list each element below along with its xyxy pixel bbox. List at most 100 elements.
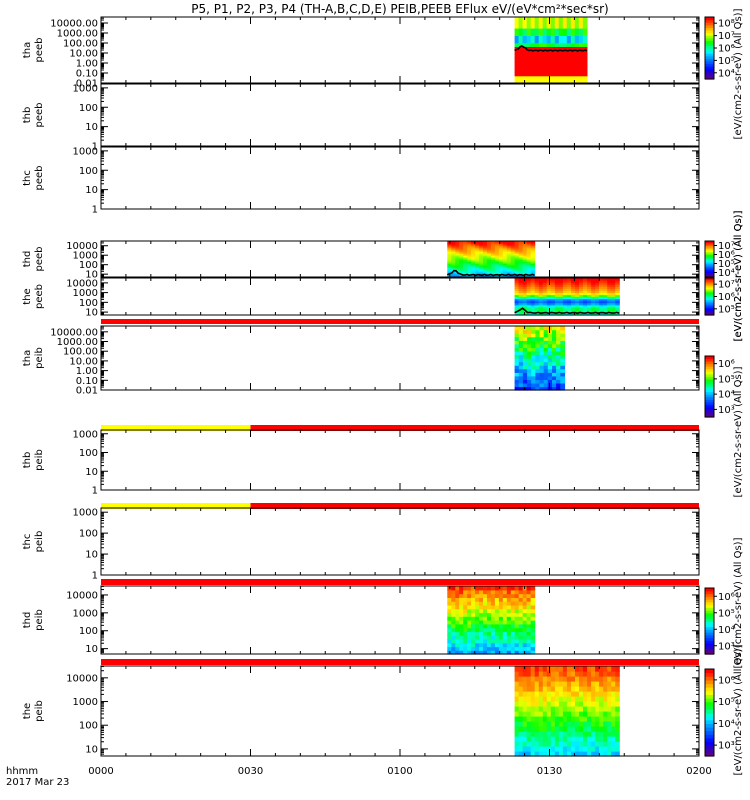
spectrogram-cell (514, 298, 520, 302)
spectrogram-cell (546, 706, 552, 712)
spectrogram-cell (556, 372, 561, 377)
colorbar-cell (705, 68, 714, 72)
spectrogram-cell (611, 280, 616, 283)
spectrogram-cell (583, 304, 588, 308)
spectrogram-cell (587, 736, 592, 742)
spectrogram-cell (498, 261, 504, 264)
spectrogram-cell (514, 701, 520, 707)
spectrogram-cell (531, 333, 536, 338)
spectrogram-cell (459, 612, 464, 617)
spectrogram-cell (538, 306, 544, 310)
spectrogram-cell (554, 686, 560, 692)
y-tick-label-thb_peib: 100 (79, 448, 98, 459)
spectrogram-cell (542, 20, 548, 25)
spectrogram-cell (455, 251, 460, 254)
spectrogram-cell (483, 597, 488, 602)
spectrogram-cell (514, 365, 520, 370)
spectrogram-cell (510, 251, 516, 254)
colorbar-cell (705, 291, 714, 294)
spectrogram-cell (518, 620, 524, 625)
spectrogram-cell (451, 586, 456, 591)
spectrogram-cell (534, 79, 540, 84)
spectrogram-cell (570, 35, 576, 40)
spectrogram-cell (526, 601, 532, 606)
colorbar-cell (705, 394, 714, 398)
spectrogram-cell (463, 601, 468, 606)
spectrogram-cell (447, 245, 452, 248)
spectrogram-cell (526, 24, 532, 29)
spectrogram-cell (479, 273, 484, 276)
spectrogram-cell (514, 681, 520, 687)
spectrogram-cell (554, 75, 560, 80)
spectrogram-cell (475, 601, 480, 606)
spectrogram-cell (467, 642, 472, 648)
y-tick-label-thc_peib: 1 (92, 571, 98, 582)
spectrogram-cell (514, 24, 520, 29)
spectrogram-cell (582, 42, 588, 47)
spectrogram-cell (550, 666, 556, 672)
spectrogram-cell (542, 280, 548, 283)
spectrogram-cell (455, 589, 460, 595)
spectrogram-cell (463, 616, 468, 621)
spectrogram-cell (542, 312, 548, 316)
spectrogram-cell (506, 249, 512, 252)
spectrogram-cell (531, 372, 536, 377)
spectrogram-cell (530, 247, 536, 250)
spectrogram-cell (490, 631, 496, 636)
spectrogram-cell (587, 294, 592, 298)
spectrogram-cell (526, 249, 532, 252)
spectrogram-cell (514, 280, 520, 283)
spectrogram-cell (526, 623, 532, 629)
spectrogram-cell (518, 290, 524, 293)
spectrogram-cell (518, 17, 524, 22)
colorbar-cell (705, 260, 714, 263)
spectrogram-cell (487, 265, 492, 268)
spectrogram-cell (475, 638, 480, 644)
spectrogram-cell (547, 375, 553, 380)
spectrogram-cell (603, 751, 608, 757)
spectrogram-cell (526, 265, 532, 268)
spectrogram-cell (455, 616, 460, 621)
spectrogram-cell (494, 271, 500, 274)
spectrogram-cell (558, 686, 564, 692)
colorbar-cell (705, 60, 714, 65)
spectrogram-cell (471, 638, 476, 644)
spectrogram-cell (459, 257, 464, 260)
spectrogram-cell (570, 68, 576, 73)
spectrogram-cell (607, 696, 612, 702)
spectrogram-cell (534, 302, 540, 306)
spectrogram-cell (463, 263, 468, 266)
spectrogram-cell (467, 635, 472, 640)
spectrogram-cell (475, 623, 480, 629)
spectrogram-cell (579, 681, 584, 687)
spectrogram-cell (615, 306, 620, 310)
flag-bar-segment (101, 319, 699, 324)
spectrogram-cell (558, 300, 564, 304)
spectrogram-cell (599, 286, 604, 289)
spectrogram-cell (467, 271, 472, 274)
spectrogram-cell (607, 282, 612, 285)
spectrogram-cell (591, 298, 596, 302)
spectrogram-cell (558, 296, 564, 300)
spectrogram-cell (574, 61, 580, 66)
spectrogram-cell (522, 696, 528, 702)
colorbar-tick-label: 10⁴ (718, 625, 735, 636)
spectrogram-cell (526, 620, 532, 625)
spectrogram-cell (518, 601, 524, 606)
spectrogram-cell (571, 302, 576, 306)
spectrogram-cell (543, 358, 549, 363)
spectrogram-cell (483, 620, 488, 625)
spectrogram-cell (514, 269, 520, 272)
spectrogram-cell (463, 627, 468, 632)
spectrogram-cell (530, 269, 536, 272)
colorbar-cell (705, 384, 714, 388)
spectrogram-cell (531, 343, 536, 348)
colorbar-cell (705, 391, 714, 395)
spectrogram-cell (487, 257, 492, 260)
spectrogram-cell (447, 623, 452, 629)
spectrogram-cell (534, 288, 540, 291)
spectrogram-cell (526, 751, 532, 757)
spectrogram-cell (447, 642, 452, 648)
spectrogram-cell (554, 288, 560, 291)
